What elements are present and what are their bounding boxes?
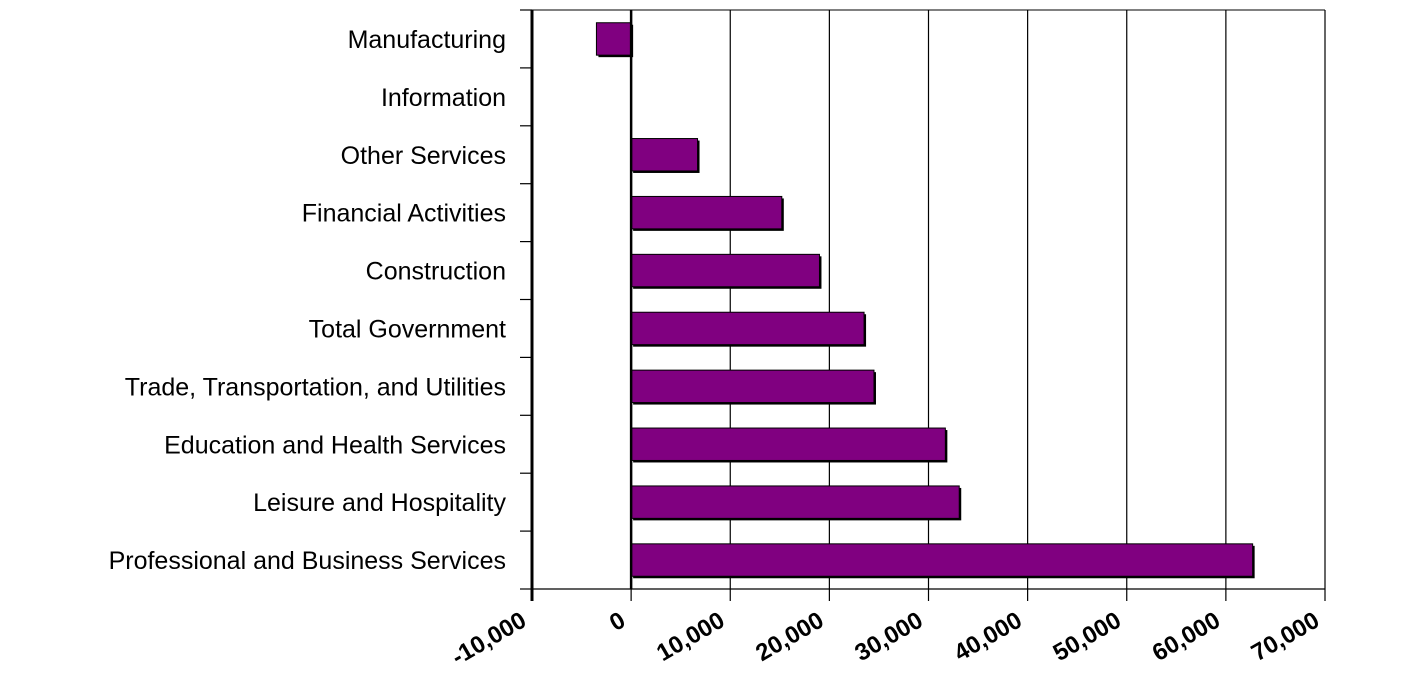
bar <box>630 311 865 346</box>
bar <box>630 138 699 172</box>
bar <box>595 22 632 56</box>
x-tick-label: 10,000 <box>652 607 729 667</box>
category-label: Construction <box>366 258 506 286</box>
bar <box>630 369 875 404</box>
bar <box>630 195 783 230</box>
bar <box>630 253 820 288</box>
x-tick-label: 70,000 <box>1247 607 1324 667</box>
category-label: Manufacturing <box>348 26 506 54</box>
x-tick-label: 20,000 <box>751 607 828 667</box>
category-label: Education and Health Services <box>164 431 506 459</box>
category-label: Other Services <box>341 142 506 170</box>
category-label: Total Government <box>309 315 506 343</box>
bar <box>630 485 960 519</box>
gridlines <box>532 9 1326 589</box>
x-tick-label: 0 <box>605 607 630 637</box>
x-tick-label: 40,000 <box>950 607 1027 667</box>
x-tick-label: 60,000 <box>1148 607 1225 667</box>
x-tick-label: -10,000 <box>447 607 531 671</box>
x-tick-label: 30,000 <box>850 607 927 667</box>
labels: Manufacturing Information Other Services Fi… <box>109 26 1324 671</box>
category-label: Professional and Business Services <box>109 547 506 575</box>
x-tick-label: 50,000 <box>1049 607 1126 667</box>
bar <box>630 427 946 461</box>
category-label: Information <box>381 84 506 112</box>
category-label: Leisure and Hospitality <box>253 489 506 517</box>
category-label: Financial Activities <box>302 200 506 228</box>
bar <box>630 543 1254 577</box>
category-label: Trade, Transportation, and Utilities <box>125 373 506 401</box>
bars <box>595 22 1255 579</box>
axes <box>520 9 1326 601</box>
